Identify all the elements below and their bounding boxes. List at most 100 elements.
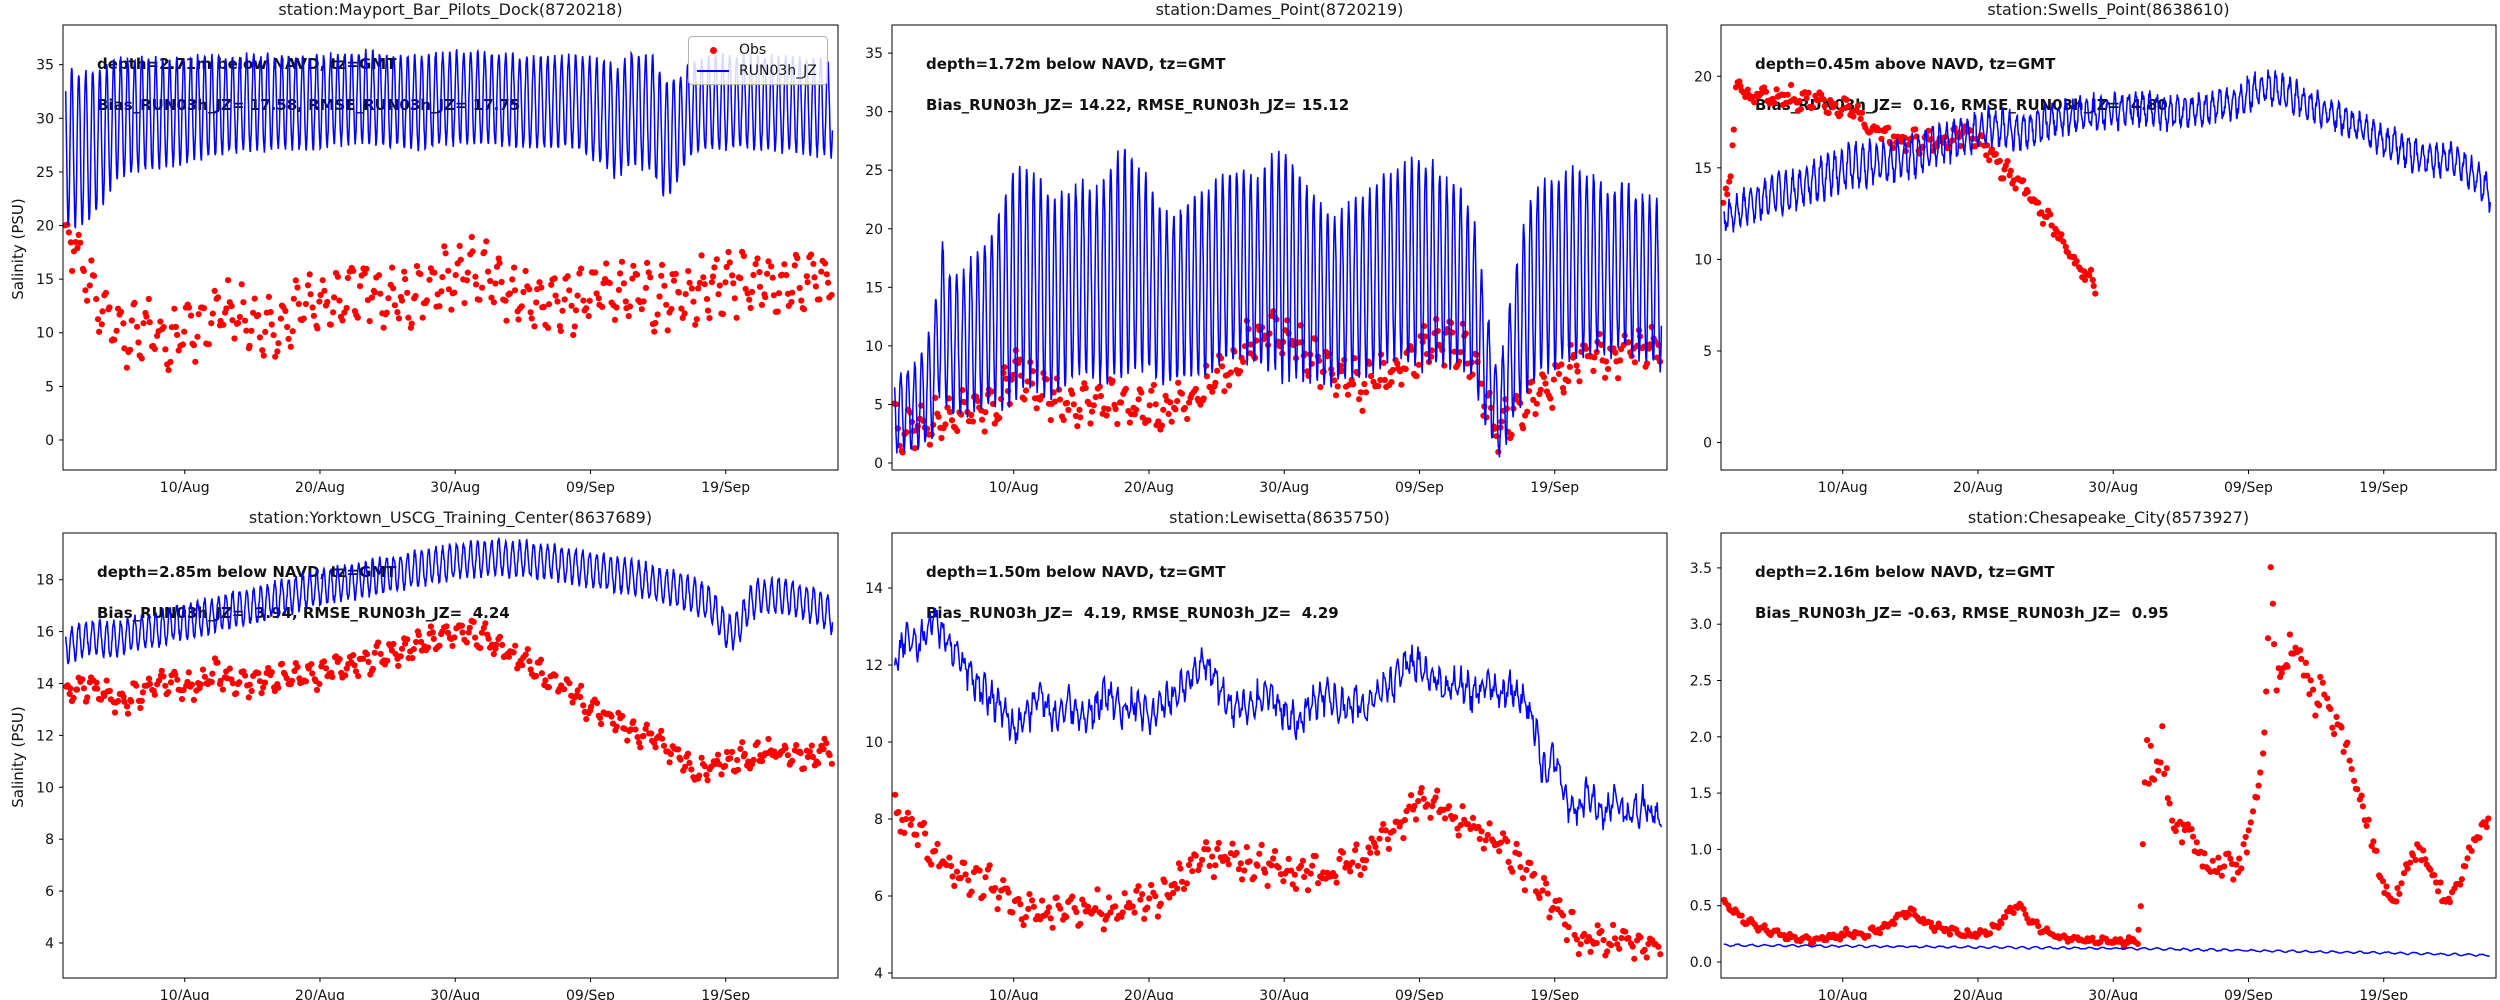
subplot-mayport-bar-pilots-dock: station:Mayport_Bar_Pilots_Dock(8720218)…: [0, 0, 842, 502]
bias-rmse-annotation: Bias_RUN03h_JZ= 3.94, RMSE_RUN03h_JZ= 4.…: [97, 604, 510, 622]
svg-text:15: 15: [865, 280, 883, 296]
subplot-swells-point: station:Swells_Point(8638610) depth=0.45…: [1658, 0, 2500, 502]
svg-text:2.5: 2.5: [1690, 674, 1712, 690]
svg-text:3.0: 3.0: [1690, 617, 1712, 633]
svg-text:15: 15: [1694, 161, 1712, 177]
depth-annotation: depth=1.72m below NAVD, tz=GMT: [926, 55, 1226, 73]
svg-text:0.0: 0.0: [1690, 955, 1712, 971]
subplot-chesapeake-city: station:Chesapeake_City(8573927) depth=2…: [1658, 508, 2500, 1000]
plot-title: station:Dames_Point(8720219): [1155, 0, 1404, 19]
svg-text:0: 0: [45, 433, 54, 449]
svg-text:30/Aug: 30/Aug: [2088, 988, 2138, 1000]
svg-text:5: 5: [1703, 344, 1712, 360]
svg-text:20: 20: [1694, 69, 1712, 85]
bias-rmse-annotation: Bias_RUN03h_JZ= 14.22, RMSE_RUN03h_JZ= 1…: [926, 96, 1350, 114]
svg-text:09/Sep: 09/Sep: [566, 480, 615, 496]
svg-text:12: 12: [36, 728, 54, 744]
svg-text:19/Sep: 19/Sep: [2359, 480, 2408, 496]
plot-area-chesapeake-city: 0.0 0.5 1.0 1.5 2.0 2.5 3.0 3.5 10/Aug 20/Aug 30/A…: [1690, 532, 2497, 1000]
svg-text:0.5: 0.5: [1690, 899, 1712, 915]
svg-text:10/Aug: 10/Aug: [989, 988, 1039, 1000]
svg-text:6: 6: [874, 889, 883, 905]
depth-annotation: depth=2.16m below NAVD, tz=GMT: [1755, 563, 2055, 581]
svg-text:8: 8: [874, 812, 883, 828]
svg-text:4: 4: [45, 936, 54, 952]
legend-item-obs: Obs: [695, 42, 817, 58]
svg-text:30/Aug: 30/Aug: [430, 480, 480, 496]
svg-text:4: 4: [874, 966, 883, 982]
svg-text:30/Aug: 30/Aug: [1259, 480, 1309, 496]
svg-text:0: 0: [1703, 436, 1712, 452]
plot-title: station:Swells_Point(8638610): [1987, 0, 2230, 19]
svg-text:25: 25: [865, 163, 883, 179]
svg-text:12: 12: [865, 658, 883, 674]
bias-rmse-annotation: Bias_RUN03h_JZ= 4.19, RMSE_RUN03h_JZ= 4.…: [926, 604, 1339, 622]
svg-text:5: 5: [45, 379, 54, 395]
legend-label-model: RUN03h_JZ: [739, 63, 817, 79]
svg-text:35: 35: [865, 46, 883, 62]
depth-annotation: depth=2.85m below NAVD, tz=GMT: [97, 563, 397, 581]
depth-annotation: depth=0.45m above NAVD, tz=GMT: [1755, 55, 2056, 73]
svg-text:5: 5: [874, 397, 883, 413]
svg-text:10: 10: [865, 339, 883, 355]
svg-text:20/Aug: 20/Aug: [1124, 480, 1174, 496]
svg-text:10: 10: [865, 735, 883, 751]
svg-text:10/Aug: 10/Aug: [989, 480, 1039, 496]
svg-text:20: 20: [36, 219, 54, 235]
svg-text:09/Sep: 09/Sep: [566, 988, 615, 1000]
svg-text:20/Aug: 20/Aug: [295, 988, 345, 1000]
svg-text:30: 30: [865, 105, 883, 121]
model-line-icon: [695, 70, 731, 72]
svg-text:30/Aug: 30/Aug: [430, 988, 480, 1000]
plot-title: station:Mayport_Bar_Pilots_Dock(8720218): [278, 0, 623, 19]
bias-rmse-annotation: Bias_RUN03h_JZ= -0.63, RMSE_RUN03h_JZ= 0…: [1755, 604, 2169, 622]
plot-title: station:Lewisetta(8635750): [1169, 508, 1390, 527]
plot-title: station:Yorktown_USCG_Training_Center(86…: [248, 508, 653, 527]
svg-text:30: 30: [36, 111, 54, 127]
subplot-dames-point: station:Dames_Point(8720219) depth=1.72m…: [829, 0, 1671, 502]
plot-area-lewisetta: 4 6 8 10 12 14 10/Aug 20/Aug 30/Aug 09/Sep 19/Sep: [865, 532, 1668, 1000]
svg-text:1.0: 1.0: [1690, 842, 1712, 858]
svg-text:20/Aug: 20/Aug: [295, 480, 345, 496]
svg-text:20: 20: [865, 222, 883, 238]
svg-text:18: 18: [36, 573, 54, 589]
subplot-yorktown-uscg: station:Yorktown_USCG_Training_Center(86…: [0, 508, 842, 1000]
obs-marker-icon: [695, 46, 731, 54]
svg-text:0: 0: [874, 456, 883, 472]
svg-text:09/Sep: 09/Sep: [2224, 988, 2273, 1000]
svg-text:15: 15: [36, 272, 54, 288]
plot-area-yorktown: 4 6 8 10 12 14 16 18 10/Aug 20/Aug 30/Aug 09/Sep 19/…: [36, 532, 839, 1000]
svg-text:20/Aug: 20/Aug: [1953, 480, 2003, 496]
legend-label-obs: Obs: [739, 42, 767, 58]
svg-text:30/Aug: 30/Aug: [1259, 988, 1309, 1000]
svg-text:09/Sep: 09/Sep: [2224, 480, 2273, 496]
plot-area-dames-point: 0 5 10 15 20 25 30 35 10/Aug 20/Aug 30/Aug 09/Sep 19…: [865, 24, 1668, 496]
svg-text:09/Sep: 09/Sep: [1395, 988, 1444, 1000]
svg-text:14: 14: [865, 581, 883, 597]
svg-text:10/Aug: 10/Aug: [1818, 988, 1868, 1000]
svg-text:1.5: 1.5: [1690, 786, 1712, 802]
svg-text:09/Sep: 09/Sep: [1395, 480, 1444, 496]
legend: Obs RUN03h_JZ: [688, 36, 828, 85]
plot-area-mayport: 0 5 10 15 20 25 30 35 10/Aug 20/Aug 30/Aug 09/Sep 19…: [36, 24, 839, 496]
plot-title: station:Chesapeake_City(8573927): [1967, 508, 2250, 527]
svg-text:10/Aug: 10/Aug: [160, 988, 210, 1000]
svg-text:19/Sep: 19/Sep: [701, 480, 750, 496]
svg-text:35: 35: [36, 58, 54, 74]
svg-text:19/Sep: 19/Sep: [1530, 988, 1579, 1000]
depth-annotation: depth=1.50m below NAVD, tz=GMT: [926, 563, 1226, 581]
svg-text:10: 10: [36, 780, 54, 796]
svg-text:10: 10: [1694, 252, 1712, 268]
svg-text:25: 25: [36, 165, 54, 181]
plot-area-swells-point: 0 5 10 15 20 10/Aug 20/Aug 30/Aug 09/Sep 19/Sep: [1694, 24, 2497, 496]
svg-text:20/Aug: 20/Aug: [1124, 988, 1174, 1000]
svg-text:30/Aug: 30/Aug: [2088, 480, 2138, 496]
svg-text:10/Aug: 10/Aug: [160, 480, 210, 496]
svg-text:16: 16: [36, 625, 54, 641]
svg-text:2.0: 2.0: [1690, 730, 1712, 746]
svg-text:19/Sep: 19/Sep: [701, 988, 750, 1000]
svg-text:10: 10: [36, 326, 54, 342]
svg-text:6: 6: [45, 884, 54, 900]
subplot-lewisetta: station:Lewisetta(8635750) depth=1.50m b…: [829, 508, 1671, 1000]
